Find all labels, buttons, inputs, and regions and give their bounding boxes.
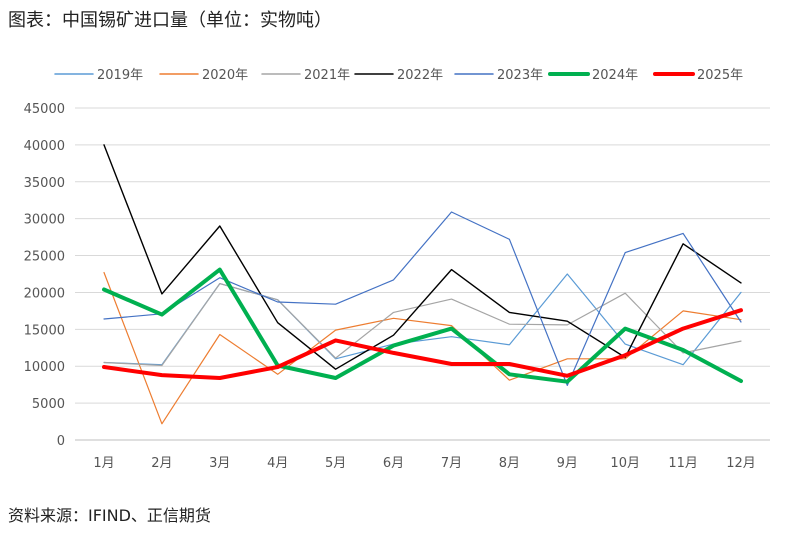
x-tick-label: 7月 [441, 456, 462, 471]
legend-item: 2023年 [454, 68, 543, 83]
legend-label: 2019年 [97, 68, 143, 83]
y-tick-label: 25000 [24, 250, 65, 265]
y-tick-label: 0 [57, 434, 65, 449]
y-tick-label: 5000 [32, 397, 65, 412]
x-axis-ticks: 1月 2月 3月 4月 5月 6月 7月 8月 9月 10月 11月 12月 [93, 456, 755, 471]
x-tick-label: 10月 [610, 456, 640, 471]
x-tick-label: 5月 [325, 456, 346, 471]
x-tick-label: 6月 [383, 456, 404, 471]
legend-label: 2021年 [304, 68, 350, 83]
legend-label: 2023年 [497, 68, 543, 83]
series-line-2020年 [103, 271, 742, 425]
legend-item: 2021年 [261, 68, 350, 83]
y-tick-label: 30000 [24, 213, 65, 228]
x-tick-label: 11月 [668, 456, 698, 471]
y-tick-label: 35000 [24, 176, 65, 191]
series-line-2025年 [102, 308, 743, 380]
series-line-2024年 [102, 267, 743, 384]
legend-item: 2020年 [159, 68, 248, 83]
x-tick-label: 2月 [151, 456, 172, 471]
gridlines [75, 107, 770, 441]
legend-item: 2024年 [548, 68, 638, 83]
chart-title: 图表：中国锡矿进口量（单位：实物吨） [8, 10, 332, 31]
legend-label: 2020年 [202, 68, 248, 83]
legend-item: 2022年 [354, 68, 443, 83]
legend-label: 2024年 [592, 68, 638, 83]
legend: 2019年 2020年 2021年 2022年 2023年 2024年 2025年 [54, 68, 743, 83]
legend-item: 2019年 [54, 68, 143, 83]
series-line-2022年 [103, 144, 742, 370]
y-tick-label: 45000 [24, 102, 65, 117]
series-line-2021年 [103, 283, 742, 367]
legend-label: 2025年 [697, 68, 743, 83]
source-note: 资料来源：IFIND、正信期货 [8, 506, 211, 525]
legend-item: 2025年 [653, 68, 743, 83]
y-axis-ticks: 0 5000 10000 15000 20000 25000 30000 35000 40000… [24, 102, 65, 449]
x-tick-label: 12月 [726, 456, 756, 471]
x-tick-label: 9月 [557, 456, 578, 471]
y-tick-label: 10000 [24, 360, 65, 375]
x-tick-label: 1月 [93, 456, 114, 471]
y-tick-label: 20000 [24, 286, 65, 301]
series-lines [102, 144, 743, 425]
series-line-2023年 [103, 211, 742, 386]
legend-label: 2022年 [397, 68, 443, 83]
y-tick-label: 40000 [24, 139, 65, 154]
x-tick-label: 4月 [267, 456, 288, 471]
x-tick-label: 8月 [499, 456, 520, 471]
x-tick-label: 3月 [209, 456, 230, 471]
y-tick-label: 15000 [24, 323, 65, 338]
